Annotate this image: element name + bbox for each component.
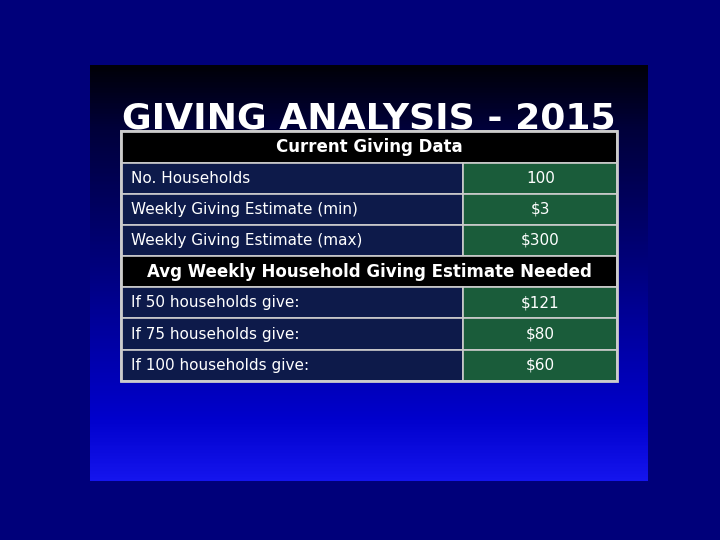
FancyBboxPatch shape: [464, 319, 617, 349]
FancyBboxPatch shape: [121, 287, 464, 319]
Text: GIVING ANALYSIS - 2015: GIVING ANALYSIS - 2015: [122, 102, 616, 136]
FancyBboxPatch shape: [121, 256, 617, 287]
Text: Avg Weekly Household Giving Estimate Needed: Avg Weekly Household Giving Estimate Nee…: [147, 262, 591, 281]
FancyBboxPatch shape: [464, 287, 617, 319]
Text: If 100 households give:: If 100 households give:: [131, 357, 309, 373]
FancyBboxPatch shape: [121, 194, 464, 225]
FancyBboxPatch shape: [464, 225, 617, 256]
FancyBboxPatch shape: [121, 131, 617, 163]
FancyBboxPatch shape: [464, 194, 617, 225]
FancyBboxPatch shape: [121, 225, 464, 256]
Text: 100: 100: [526, 171, 555, 186]
Text: $3: $3: [531, 202, 550, 217]
Text: Weekly Giving Estimate (min): Weekly Giving Estimate (min): [131, 202, 358, 217]
FancyBboxPatch shape: [121, 319, 464, 349]
FancyBboxPatch shape: [121, 163, 464, 194]
Text: If 75 households give:: If 75 households give:: [131, 327, 300, 341]
FancyBboxPatch shape: [464, 349, 617, 381]
Text: $80: $80: [526, 327, 555, 341]
Text: $300: $300: [521, 233, 559, 248]
Text: $60: $60: [526, 357, 555, 373]
Text: If 50 households give:: If 50 households give:: [131, 295, 300, 310]
Text: Weekly Giving Estimate (max): Weekly Giving Estimate (max): [131, 233, 362, 248]
FancyBboxPatch shape: [464, 163, 617, 194]
FancyBboxPatch shape: [121, 349, 464, 381]
Text: Current Giving Data: Current Giving Data: [276, 138, 462, 156]
Text: No. Households: No. Households: [131, 171, 250, 186]
Text: $121: $121: [521, 295, 559, 310]
